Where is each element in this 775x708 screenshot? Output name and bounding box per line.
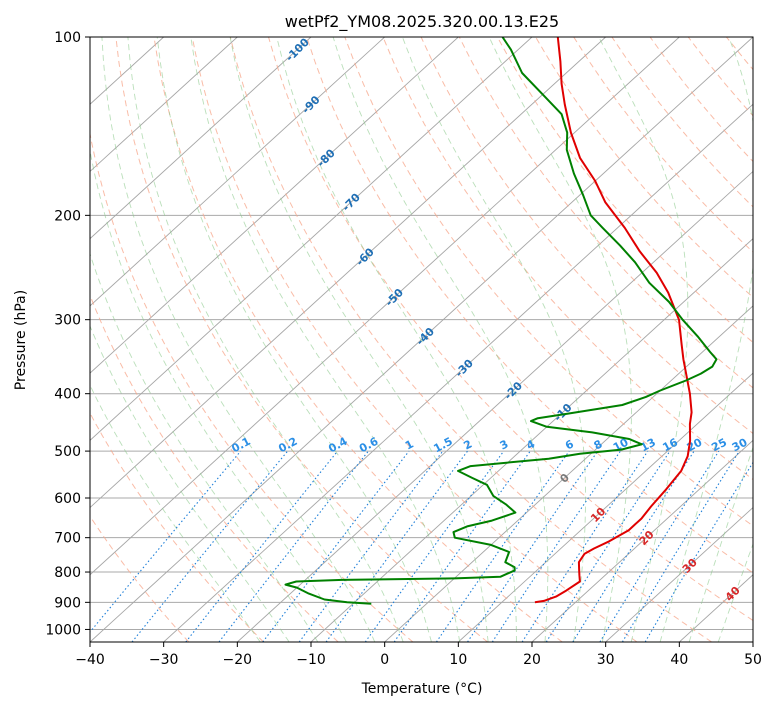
x-tick-label: 40 (670, 652, 688, 668)
mixing-ratio-label: 25 (709, 436, 729, 455)
mixing-ratio-line (435, 450, 570, 642)
y-tick-label: 900 (54, 595, 81, 611)
dry-adiabat-line (90, 412, 264, 642)
dewpoint-line (284, 37, 718, 605)
mixing-ratio-label: 36 (751, 436, 771, 455)
moist-adiabat-line (90, 384, 261, 642)
moist-adiabat-line (90, 148, 347, 642)
mixing-ratio-line (521, 450, 649, 642)
moist-adiabat-line (659, 37, 753, 642)
x-tick-label: −40 (75, 652, 105, 668)
y-tick-label: 1000 (45, 622, 81, 638)
moist-adiabat-line (688, 445, 753, 642)
y-axis-ticks: 100 200 300 400 500 600 700 800 900 1000 (45, 30, 90, 638)
moist-adiabat-line (276, 37, 517, 642)
mixing-ratio-line (262, 450, 410, 642)
moist-adiabat-line (190, 37, 461, 642)
y-tick-label: 400 (54, 387, 81, 403)
moist-adiabat-line (488, 37, 632, 642)
chart-title: wetPf2_YM08.2025.320.00.13.E25 (285, 12, 559, 32)
isotherm-line (163, 103, 753, 642)
mixing-ratio-line (545, 450, 671, 642)
isotherm-line (237, 170, 753, 642)
dry-adiabat-line (344, 37, 753, 527)
isotherm-line (384, 305, 753, 642)
moist-adiabat-line (127, 37, 404, 642)
y-tick-label: 500 (54, 444, 81, 460)
moist-adiabat-line (156, 37, 432, 642)
mixing-ratio-label: 16 (660, 436, 680, 455)
moist-adiabat-line (598, 37, 689, 642)
isotherm-line (90, 37, 238, 173)
moist-adiabat-line (90, 324, 290, 642)
mixing-ratio-line (90, 450, 242, 633)
y-tick-label: 700 (54, 531, 81, 547)
dry-adiabat-line (90, 515, 190, 642)
mixing-ratio-label: 13 (638, 436, 658, 455)
x-axis-ticks: −40 −30 −20 −10 0 10 20 30 40 50 (75, 642, 762, 668)
y-tick-label: 300 (54, 313, 81, 329)
moist-adiabat-line (90, 252, 319, 642)
isotherm-line (90, 37, 680, 576)
moist-adiabat-line (229, 37, 489, 642)
y-tick-label: 200 (54, 208, 81, 224)
isotherm-line (605, 506, 753, 642)
mixing-ratio-line (491, 450, 621, 642)
x-tick-label: −10 (296, 652, 326, 668)
mixing-ratio-line (393, 450, 531, 642)
dry-adiabat-line (535, 37, 753, 298)
plot-frame (89, 36, 754, 643)
isotherm-line (90, 37, 606, 509)
dry-adiabat-line (90, 131, 414, 642)
mixing-ratio-line (621, 450, 740, 642)
mixing-ratio-line (572, 450, 695, 642)
dry-adiabat-line (268, 37, 753, 622)
moist-adiabat-line (101, 37, 376, 642)
isotherm-line (90, 37, 312, 240)
x-tick-label: 50 (744, 652, 762, 668)
isotherm-line (531, 439, 753, 642)
y-tick-label: 100 (54, 30, 81, 46)
temperature-line (534, 37, 693, 604)
background-lines (90, 37, 753, 642)
moist-adiabat-line (401, 37, 587, 642)
moist-adiabat-line (717, 542, 753, 642)
isotherm-line (90, 37, 753, 642)
isotherm-line (310, 238, 753, 642)
x-tick-label: 10 (449, 652, 467, 668)
mixing-ratio-line (185, 450, 339, 642)
isotherm-line (90, 37, 533, 441)
mixing-ratio-label: 30 (730, 436, 750, 455)
dry-adiabat-line (115, 37, 488, 642)
isotherm-line (458, 372, 753, 642)
profile-lines (284, 37, 718, 605)
x-tick-label: −20 (223, 652, 253, 668)
y-axis-label: Pressure (hPa) (13, 290, 29, 390)
mixing-ratio-line (298, 450, 444, 642)
isotherm-line (90, 37, 459, 374)
dry-adiabat-line (306, 37, 753, 574)
y-tick-label: 600 (54, 491, 81, 507)
dry-adiabat-line (191, 37, 638, 642)
x-tick-label: −30 (149, 652, 179, 668)
dry-adiabat-line (496, 37, 753, 344)
mixing-ratio-line (364, 450, 505, 642)
dry-adiabat-line (153, 37, 563, 642)
x-tick-label: 30 (597, 652, 615, 668)
isotherm-line (90, 37, 385, 307)
mixing-ratio-line (131, 450, 289, 642)
x-tick-label: 0 (380, 652, 389, 668)
y-tick-label: 800 (54, 565, 81, 581)
x-tick-label: 20 (523, 652, 541, 668)
mixing-ratio-line (325, 450, 468, 642)
dry-adiabat-line (229, 37, 712, 642)
dry-adiabat-line (382, 37, 753, 481)
mixing-ratio-line (467, 450, 599, 642)
x-axis-label: Temperature (°C) (361, 681, 483, 697)
